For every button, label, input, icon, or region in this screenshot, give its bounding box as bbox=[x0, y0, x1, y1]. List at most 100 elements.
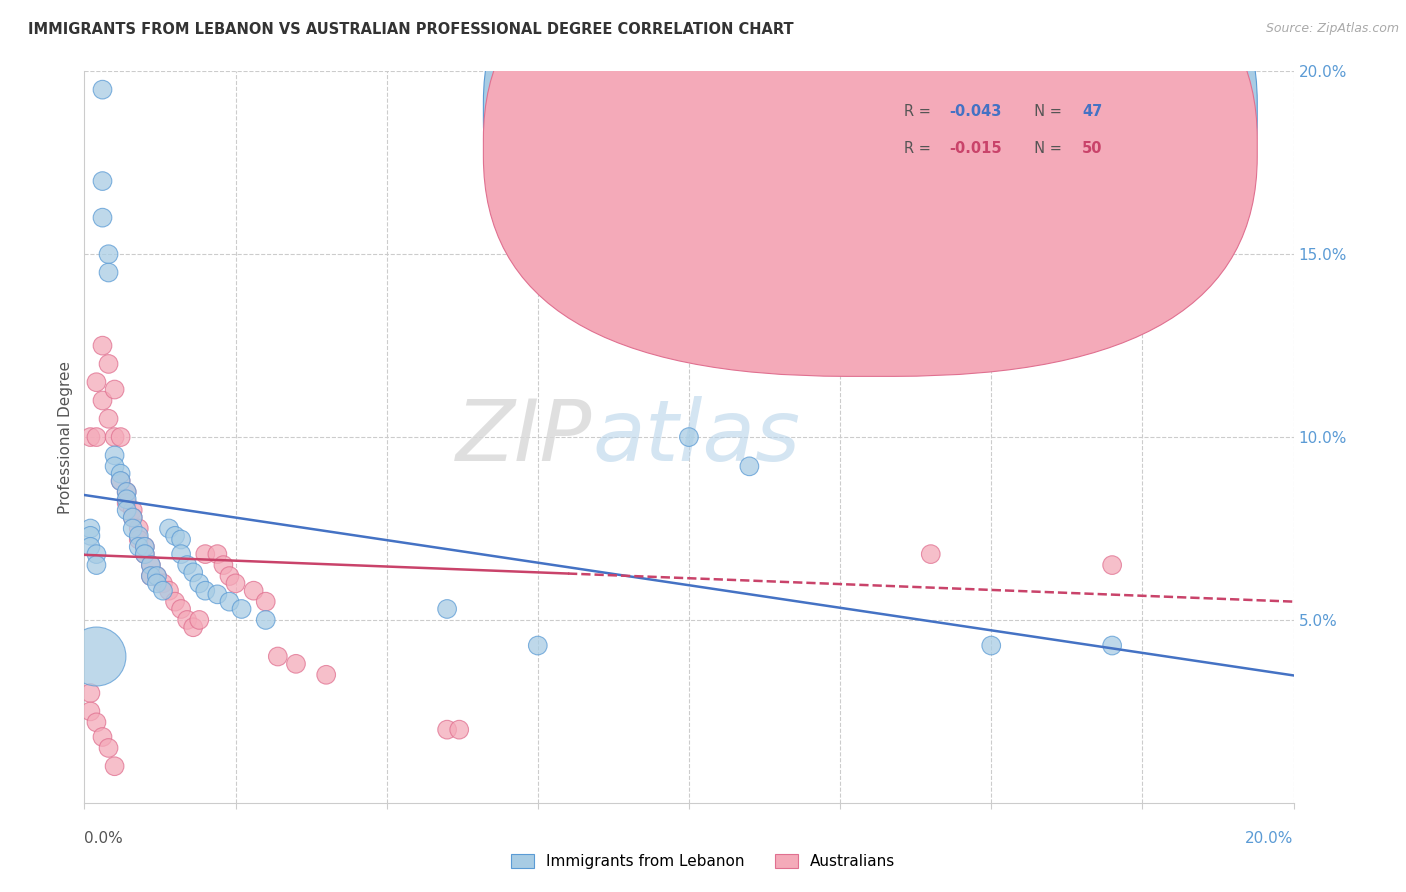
Point bbox=[212, 558, 235, 573]
Point bbox=[104, 759, 127, 773]
Point bbox=[165, 594, 187, 608]
Point bbox=[436, 602, 458, 616]
Point bbox=[97, 412, 120, 426]
Point bbox=[115, 492, 138, 507]
Point bbox=[128, 540, 150, 554]
Point bbox=[110, 474, 132, 488]
Point bbox=[86, 715, 108, 730]
Point bbox=[97, 247, 120, 261]
Point bbox=[1101, 639, 1123, 653]
Point bbox=[225, 576, 247, 591]
Point bbox=[146, 569, 169, 583]
Point bbox=[165, 529, 187, 543]
Point bbox=[79, 430, 101, 444]
Point bbox=[176, 613, 198, 627]
Point bbox=[1101, 558, 1123, 573]
Point bbox=[152, 583, 174, 598]
Y-axis label: Professional Degree: Professional Degree bbox=[58, 360, 73, 514]
Point bbox=[104, 430, 127, 444]
Point bbox=[104, 459, 127, 474]
Point bbox=[79, 540, 101, 554]
Point bbox=[79, 686, 101, 700]
Point bbox=[128, 533, 150, 547]
Point bbox=[315, 667, 337, 681]
Point bbox=[91, 730, 114, 744]
Point bbox=[146, 576, 169, 591]
Point bbox=[121, 503, 143, 517]
Point bbox=[738, 459, 761, 474]
Point bbox=[139, 569, 162, 583]
Point bbox=[121, 510, 143, 524]
Point bbox=[194, 583, 217, 598]
Point bbox=[91, 211, 114, 225]
Text: -0.015: -0.015 bbox=[949, 141, 1001, 156]
Text: ZIP: ZIP bbox=[456, 395, 592, 479]
FancyBboxPatch shape bbox=[484, 0, 1257, 376]
Point bbox=[170, 602, 193, 616]
Point bbox=[152, 576, 174, 591]
Point bbox=[134, 547, 156, 561]
Point bbox=[134, 547, 156, 561]
Point bbox=[110, 474, 132, 488]
Point bbox=[254, 594, 277, 608]
Text: 50: 50 bbox=[1083, 141, 1102, 156]
Point bbox=[181, 620, 204, 634]
Point bbox=[527, 639, 550, 653]
Point bbox=[188, 576, 211, 591]
Point bbox=[146, 569, 169, 583]
Point bbox=[128, 521, 150, 535]
Point bbox=[104, 383, 127, 397]
Point bbox=[134, 540, 156, 554]
Point bbox=[79, 705, 101, 719]
Point bbox=[79, 529, 101, 543]
Point bbox=[678, 430, 700, 444]
Point bbox=[121, 510, 143, 524]
Point bbox=[97, 740, 120, 755]
Text: N =: N = bbox=[1025, 104, 1067, 120]
Text: 47: 47 bbox=[1083, 104, 1102, 120]
Point bbox=[254, 613, 277, 627]
Text: R =: R = bbox=[904, 104, 935, 120]
Point bbox=[218, 569, 240, 583]
Text: Source: ZipAtlas.com: Source: ZipAtlas.com bbox=[1265, 22, 1399, 36]
Point bbox=[181, 566, 204, 580]
Point bbox=[218, 594, 240, 608]
Point bbox=[242, 583, 264, 598]
Point bbox=[139, 558, 162, 573]
Point bbox=[194, 547, 217, 561]
Point bbox=[115, 503, 138, 517]
Point bbox=[231, 602, 253, 616]
Point bbox=[176, 558, 198, 573]
Text: 0.0%: 0.0% bbox=[84, 831, 124, 846]
Point bbox=[86, 376, 108, 390]
Point bbox=[91, 174, 114, 188]
Text: IMMIGRANTS FROM LEBANON VS AUSTRALIAN PROFESSIONAL DEGREE CORRELATION CHART: IMMIGRANTS FROM LEBANON VS AUSTRALIAN PR… bbox=[28, 22, 794, 37]
FancyBboxPatch shape bbox=[484, 0, 1257, 340]
Point bbox=[267, 649, 290, 664]
Legend: Immigrants from Lebanon, Australians: Immigrants from Lebanon, Australians bbox=[505, 848, 901, 875]
Point bbox=[436, 723, 458, 737]
Point bbox=[139, 569, 162, 583]
Point bbox=[115, 496, 138, 510]
Point bbox=[86, 430, 108, 444]
Text: -0.043: -0.043 bbox=[949, 104, 1001, 120]
Point bbox=[170, 533, 193, 547]
Point bbox=[86, 649, 108, 664]
Point bbox=[134, 540, 156, 554]
Point bbox=[207, 587, 229, 601]
Point bbox=[91, 338, 114, 352]
Point bbox=[115, 485, 138, 500]
Text: atlas: atlas bbox=[592, 395, 800, 479]
Point bbox=[157, 583, 180, 598]
Point bbox=[207, 547, 229, 561]
Point bbox=[449, 723, 471, 737]
Point bbox=[91, 82, 114, 96]
Point bbox=[86, 547, 108, 561]
Point bbox=[678, 320, 700, 334]
Point bbox=[104, 449, 127, 463]
FancyBboxPatch shape bbox=[815, 78, 1167, 188]
Text: N =: N = bbox=[1025, 141, 1067, 156]
Point bbox=[91, 393, 114, 408]
Point bbox=[285, 657, 308, 671]
Point bbox=[97, 357, 120, 371]
